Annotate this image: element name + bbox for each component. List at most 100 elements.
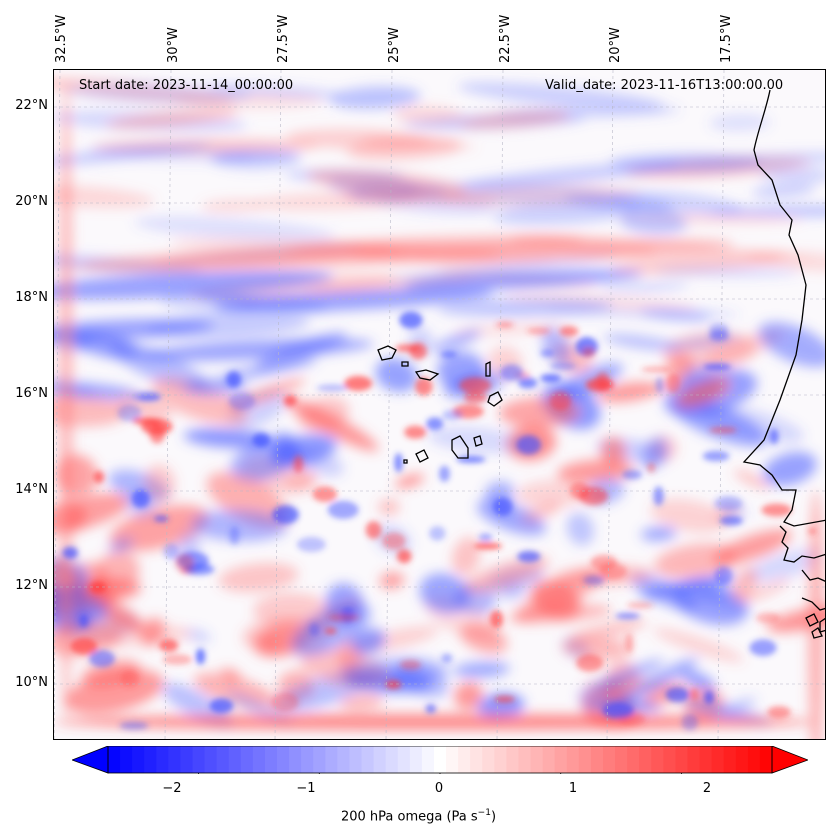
omega-anomaly xyxy=(207,84,343,99)
omega-cell xyxy=(120,670,140,687)
omega-anomaly xyxy=(269,434,338,467)
colorbar-label-close: ) xyxy=(490,809,497,825)
omega-cell xyxy=(714,566,733,586)
omega-anomaly xyxy=(738,579,791,604)
omega-cell xyxy=(540,349,555,357)
graticule xyxy=(54,70,825,739)
omega-anomaly xyxy=(329,86,421,110)
omega-cell xyxy=(599,562,627,580)
valid-date-label: Valid_date: 2023-11-16T13:00:00.00 xyxy=(545,78,784,93)
omega-cell xyxy=(365,521,382,539)
colorbar-label: 200 hPa omega (Pa s−1) xyxy=(0,808,837,824)
omega-anomaly xyxy=(54,143,211,169)
omega-anomaly xyxy=(653,266,800,277)
omega-cell xyxy=(296,536,326,553)
omega-cell xyxy=(70,637,98,655)
omega-anomaly xyxy=(451,537,481,576)
omega-cell xyxy=(456,455,486,463)
omega-anomaly xyxy=(404,269,644,291)
colorbar-segment xyxy=(711,746,725,773)
omega-blobs xyxy=(54,77,825,739)
omega-anomaly xyxy=(689,593,752,612)
colorbar-tick-2: 2 xyxy=(702,781,712,796)
omega-cell xyxy=(283,395,297,407)
omega-anomaly xyxy=(577,658,664,698)
omega-anomaly xyxy=(395,474,425,489)
omega-anomaly xyxy=(193,672,278,709)
omega-cell xyxy=(576,654,604,672)
omega-cell xyxy=(615,612,640,620)
colorbar-tick-0: 0 xyxy=(434,781,444,796)
omega-anomaly xyxy=(661,331,756,372)
colorbar-segment xyxy=(228,746,242,773)
colorbar-segment xyxy=(337,746,351,773)
colorbar-tick-minus-1: −1 xyxy=(296,781,316,796)
omega-anomaly xyxy=(54,493,130,534)
lon-tick-25w: 25°W xyxy=(387,27,402,63)
omega-cell xyxy=(689,688,698,701)
omega-cell xyxy=(702,450,730,462)
colorbar-segment xyxy=(156,746,169,773)
omega-anomaly xyxy=(106,108,239,129)
omega-anomaly xyxy=(763,451,817,486)
omega-anomaly xyxy=(461,556,550,594)
colorbar-segment xyxy=(759,746,773,773)
omega-anomaly xyxy=(650,498,729,533)
omega-anomaly xyxy=(619,210,688,235)
omega-anomaly xyxy=(285,398,379,451)
colorbar-segment xyxy=(421,746,435,773)
colorbar-segment xyxy=(240,746,254,773)
omega-cell xyxy=(399,311,423,329)
omega-cell xyxy=(540,373,562,383)
omega-cell xyxy=(626,601,654,609)
omega-anomaly xyxy=(200,199,264,212)
map-panel[interactable] xyxy=(53,69,826,740)
omega-cell xyxy=(495,321,514,328)
omega-anomaly xyxy=(66,82,252,105)
omega-anomaly xyxy=(379,572,405,589)
omega-anomaly xyxy=(393,105,463,125)
cape-verde-fogo xyxy=(415,449,429,463)
omega-anomaly xyxy=(766,606,825,633)
omega-anomaly xyxy=(218,562,299,593)
omega-cell xyxy=(647,462,656,473)
omega-cell xyxy=(93,470,105,484)
omega-cell xyxy=(493,497,513,517)
omega-anomaly xyxy=(653,628,744,662)
omega-anomaly xyxy=(453,661,510,679)
omega-cell xyxy=(653,486,664,506)
colorbar-extend-min xyxy=(72,746,109,774)
colorbar-segment xyxy=(470,746,483,773)
colorbar-segment xyxy=(675,746,689,773)
omega-cell xyxy=(459,377,492,394)
omega-cell xyxy=(704,690,715,705)
omega-anomaly xyxy=(603,334,682,351)
cape-verde-boa-vista xyxy=(487,391,503,407)
colorbar-outline xyxy=(107,746,773,774)
colorbar-segment xyxy=(192,746,206,773)
colorbar-segment xyxy=(385,746,399,773)
omega-cell xyxy=(527,327,551,335)
colorbar-segment xyxy=(699,746,713,773)
omega-cell xyxy=(622,469,643,480)
omega-cell xyxy=(293,455,304,474)
omega-cell xyxy=(719,515,743,526)
omega-anomaly xyxy=(183,428,273,449)
omega-anomaly xyxy=(676,377,730,408)
omega-cell xyxy=(385,680,402,689)
omega-anomaly xyxy=(427,426,529,454)
colorbar-segment xyxy=(446,746,459,773)
omega-cell xyxy=(327,613,360,621)
colorbar xyxy=(72,746,808,774)
omega-cell xyxy=(655,377,664,394)
lon-tick-22-5w: 22.5°W xyxy=(498,14,513,63)
omega-cell xyxy=(441,653,453,663)
colorbar-tick-1: 1 xyxy=(568,781,578,796)
colorbar-label-main: 200 hPa omega (Pa s xyxy=(340,809,478,825)
omega-cell xyxy=(399,659,422,671)
colorbar-segment xyxy=(494,746,507,773)
omega-cell xyxy=(442,409,463,421)
omega-cell xyxy=(228,392,256,411)
omega-cell xyxy=(440,350,457,359)
omega-cell xyxy=(709,427,737,434)
